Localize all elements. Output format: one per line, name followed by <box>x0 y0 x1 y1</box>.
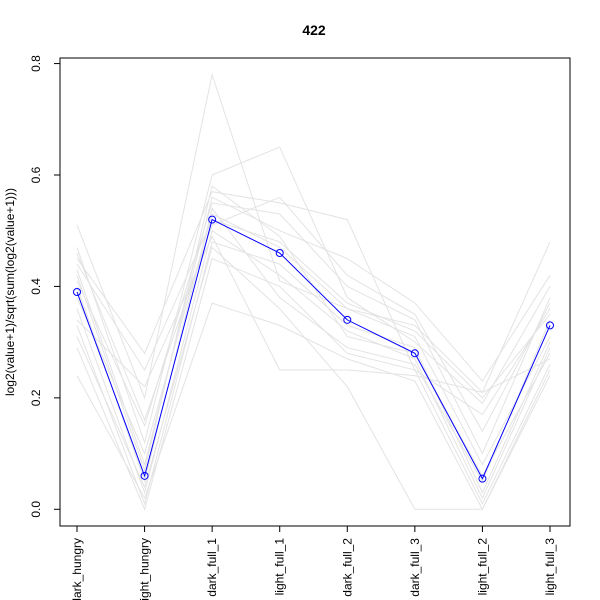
background-series-line-4 <box>76 196 551 467</box>
highlight-series-line <box>76 218 551 480</box>
background-series-line-15 <box>76 185 551 477</box>
y-tick-label: 0.8 <box>29 55 43 72</box>
background-series-line-12 <box>76 257 551 511</box>
background-series-line-8 <box>76 229 551 500</box>
background-series-line-14 <box>76 196 551 433</box>
highlight-point-light_full_3 <box>546 321 554 330</box>
background-series-line-9 <box>76 235 551 393</box>
background-series-line-11 <box>76 246 551 510</box>
x-tick-label-light_full_3: light_full_3 <box>543 538 557 596</box>
highlight-point-light_full_2 <box>478 474 487 483</box>
background-series-line-10 <box>76 241 551 506</box>
x-tick-label-dark_full_3: dark_full_3 <box>408 538 422 597</box>
highlight-point-dark_full_3 <box>410 349 419 358</box>
background-series-line-13 <box>76 302 551 511</box>
background-series-line-3 <box>76 191 551 416</box>
x-tick-label-light_full_1: light_full_1 <box>273 538 287 596</box>
x-tick-label-dark_full_2: dark_full_2 <box>340 538 354 597</box>
highlight-point-dark_full_1 <box>208 215 217 224</box>
y-tick-label: 0.2 <box>29 389 43 406</box>
y-axis-label: log2(value+1)/sqrt(sum(log2(value+1))) <box>3 188 17 396</box>
background-series-line-2 <box>76 146 551 445</box>
highlight-point-dark_hungry <box>73 288 81 296</box>
y-tick-label: 0.4 <box>29 278 43 295</box>
background-series-line-5 <box>76 202 551 455</box>
highlight-series-group <box>73 215 554 483</box>
background-series-line-16 <box>76 218 551 399</box>
x-tick-label-light_full_2: light_full_2 <box>475 538 489 596</box>
y-tick-label: 0.0 <box>29 501 43 518</box>
plot-frame <box>59 57 571 527</box>
background-series-group <box>76 72 551 511</box>
background-series-line-7 <box>76 213 551 466</box>
highlight-point-light_hungry <box>140 471 149 480</box>
x-tick-label-dark_hungry: dark_hungry <box>70 538 84 600</box>
background-series-line-6 <box>76 207 551 484</box>
chart-title: 422 <box>302 22 326 38</box>
y-tick-label: 0.6 <box>29 166 43 183</box>
highlight-point-light_full_1 <box>275 249 284 257</box>
highlight-point-dark_full_2 <box>343 315 352 324</box>
x-tick-label-light_hungry: light_hungry <box>138 538 152 600</box>
x-tick-label-dark_full_1: dark_full_1 <box>205 538 219 597</box>
x-axis: dark_hungry light_hungry dark_full_1 light_… <box>70 526 557 600</box>
y-axis: 0.0 0.2 0.4 0.6 0.8 <box>29 55 60 518</box>
